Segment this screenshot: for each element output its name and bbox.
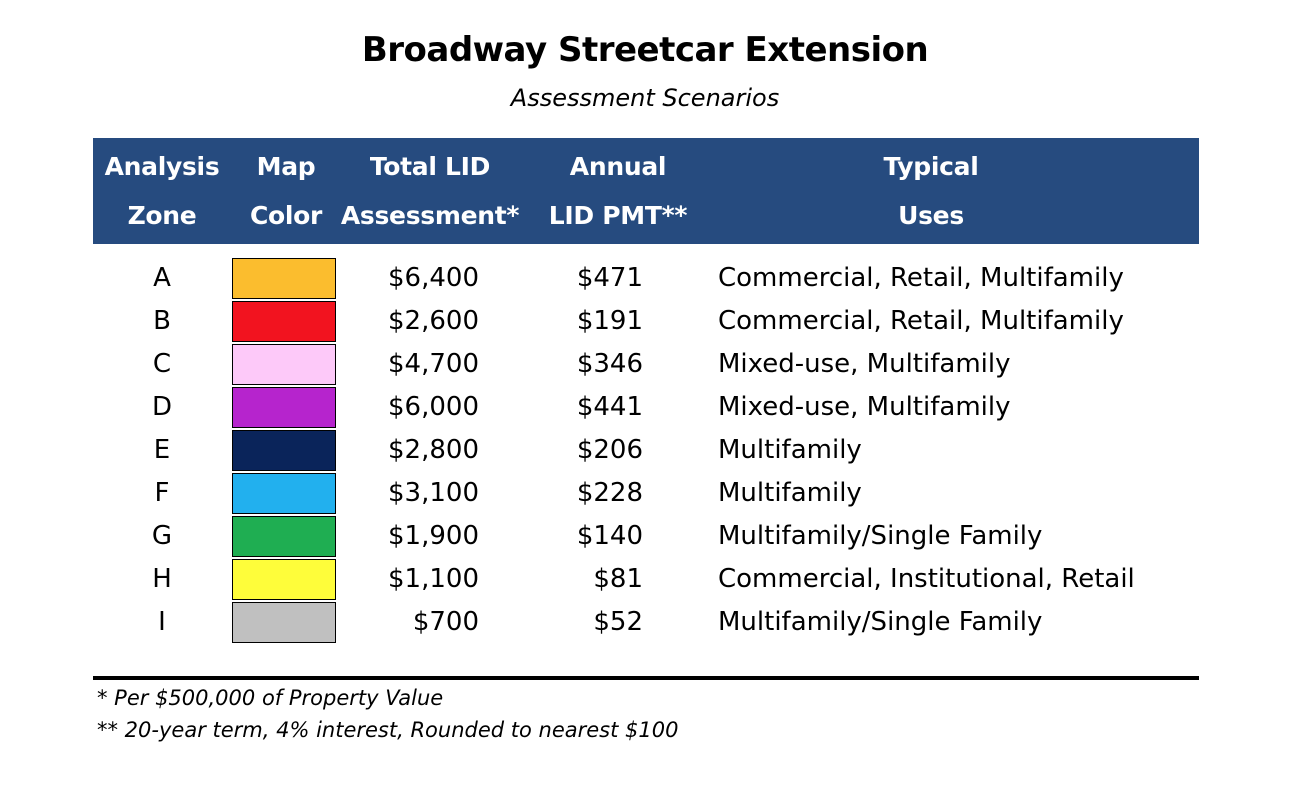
zone-label: G [151,521,173,551]
zone-label: E [153,435,171,465]
zone-label: D [151,392,173,422]
zone-label: C [152,349,172,379]
annual-payment: $441 [576,392,643,422]
typical-uses: Commercial, Institutional, Retail [718,564,1135,594]
annual-payment: $471 [576,263,643,293]
table-row: I $700 $52 Multifamily/Single Family [93,601,1199,644]
total-assessment: $6,400 [388,263,479,293]
typical-uses: Mixed-use, Multifamily [718,349,1011,379]
table-header: Analysis Zone Map Color Total LID Assess… [93,138,1199,244]
table-row: G $1,900 $140 Multifamily/Single Family [93,515,1199,558]
table-row: E $2,800 $206 Multifamily [93,429,1199,472]
footnote-property-value: * Per $500,000 of Property Value [97,686,444,710]
table-row: F $3,100 $228 Multifamily [93,472,1199,515]
annual-payment: $52 [593,607,643,637]
total-assessment: $1,100 [388,564,479,594]
header-line: Analysis [104,151,220,181]
map-color-swatch [232,473,336,514]
header-line: Map [256,151,316,181]
typical-uses: Commercial, Retail, Multifamily [718,306,1124,336]
header-line: Uses [898,200,964,230]
header-annual-lid-pmt: Annual LID PMT** [519,138,717,244]
typical-uses: Multifamily [718,435,862,465]
map-color-swatch [232,344,336,385]
map-color-swatch [232,559,336,600]
header-line: LID PMT** [548,200,688,230]
zone-label: I [158,607,166,637]
total-assessment: $2,800 [388,435,479,465]
header-line: Annual [569,151,667,181]
page-subtitle: Assessment Scenarios [510,84,780,112]
annual-payment: $228 [576,478,643,508]
total-assessment: $700 [412,607,479,637]
total-assessment: $6,000 [388,392,479,422]
map-color-swatch [232,387,336,428]
header-typical-uses: Typical Uses [717,138,1145,244]
table-row: C $4,700 $346 Mixed-use, Multifamily [93,343,1199,386]
map-color-swatch [232,301,336,342]
table-body: A $6,400 $471 Commercial, Retail, Multifami… [93,257,1199,644]
zone-label: B [153,306,171,336]
map-color-swatch [232,430,336,471]
page-title: Broadway Streetcar Extension [361,30,929,70]
zone-label: H [152,564,172,594]
typical-uses: Mixed-use, Multifamily [718,392,1011,422]
footnote-term-interest: ** 20-year term, 4% interest, Rounded to… [97,718,679,742]
header-line: Color [249,200,323,230]
table-row: H $1,100 $81 Commercial, Institutional, Ret… [93,558,1199,601]
table-row: B $2,600 $191 Commercial, Retail, Multifami… [93,300,1199,343]
annual-payment: $206 [576,435,643,465]
map-color-swatch [232,602,336,643]
header-analysis-zone: Analysis Zone [93,138,231,244]
zone-label: F [154,478,170,508]
total-assessment: $4,700 [388,349,479,379]
typical-uses: Multifamily/Single Family [718,521,1043,551]
total-assessment: $3,100 [388,478,479,508]
map-color-swatch [232,258,336,299]
typical-uses: Multifamily/Single Family [718,607,1043,637]
header-map-color: Map Color [231,138,341,244]
table-row: A $6,400 $471 Commercial, Retail, Multifami… [93,257,1199,300]
annual-payment: $81 [593,564,643,594]
header-line: Zone [127,200,197,230]
annual-payment: $140 [576,521,643,551]
header-line: Typical [883,151,979,181]
map-color-swatch [232,516,336,557]
annual-payment: $346 [576,349,643,379]
typical-uses: Commercial, Retail, Multifamily [718,263,1124,293]
total-assessment: $2,600 [388,306,479,336]
table-bottom-rule [93,676,1199,680]
header-line: Total LID [369,151,491,181]
table-row: D $6,000 $441 Mixed-use, Multifamily [93,386,1199,429]
annual-payment: $191 [576,306,643,336]
typical-uses: Multifamily [718,478,862,508]
total-assessment: $1,900 [388,521,479,551]
header-total-lid-assessment: Total LID Assessment* [340,138,520,244]
header-line: Assessment* [340,200,520,230]
zone-label: A [153,263,171,293]
